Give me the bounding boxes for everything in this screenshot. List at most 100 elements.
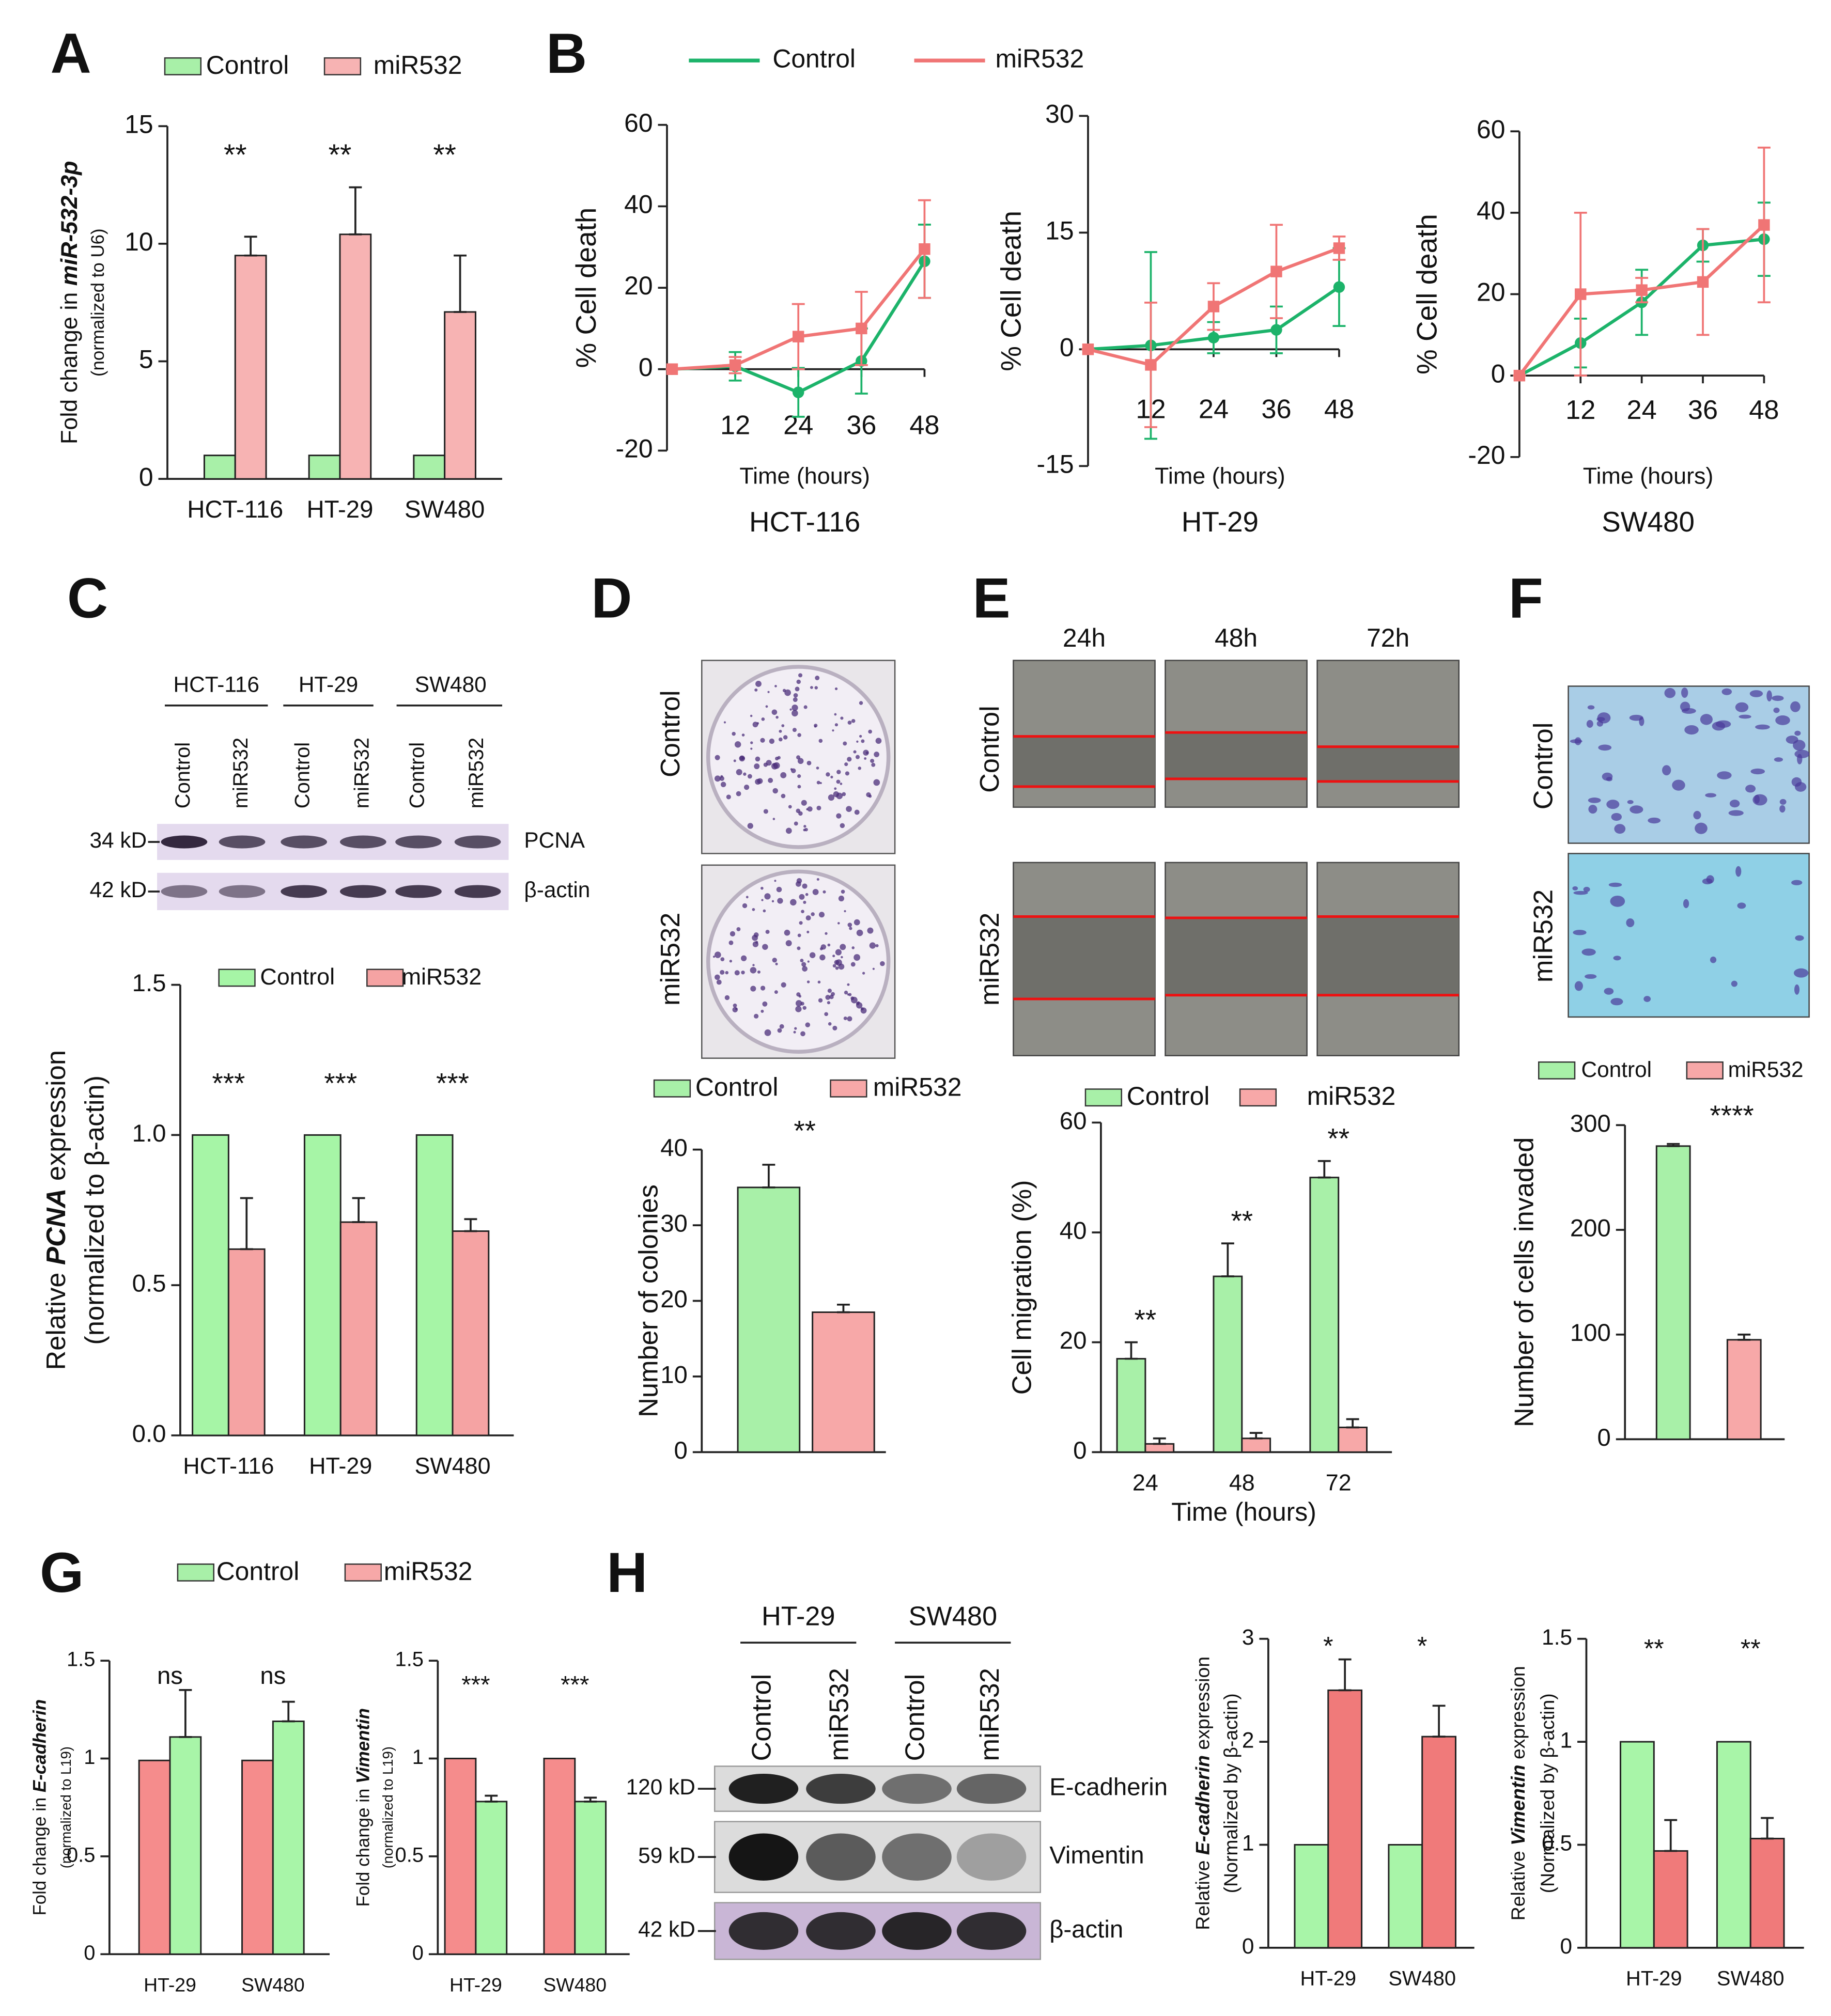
colony bbox=[756, 722, 759, 725]
column-label: 72h bbox=[1367, 623, 1409, 652]
panel-label: H bbox=[607, 1541, 647, 1604]
colony bbox=[836, 779, 841, 784]
colony bbox=[790, 899, 797, 906]
colony bbox=[720, 970, 725, 975]
y-tick-label: 1.5 bbox=[1542, 1625, 1572, 1649]
colony bbox=[859, 734, 862, 738]
y-tick-label: 1.5 bbox=[67, 1648, 95, 1671]
colony bbox=[780, 772, 787, 778]
colony bbox=[850, 962, 856, 967]
x-tick-label: 12 bbox=[720, 411, 750, 441]
colony bbox=[811, 912, 815, 916]
colony bbox=[716, 979, 722, 985]
y-tick-label: 60 bbox=[1060, 1107, 1087, 1135]
colony bbox=[807, 960, 810, 963]
colony bbox=[732, 1007, 738, 1013]
colony bbox=[846, 806, 852, 812]
colony bbox=[816, 767, 819, 770]
colony bbox=[736, 769, 742, 775]
legend-swatch bbox=[323, 57, 362, 75]
y-tick-label: 1 bbox=[84, 1746, 95, 1769]
invaded-cell bbox=[1755, 724, 1770, 730]
point bbox=[1270, 324, 1282, 336]
annotation: * bbox=[1323, 1631, 1333, 1660]
y-tick-label: 0 bbox=[412, 1942, 424, 1964]
invaded-cell bbox=[1794, 730, 1801, 736]
colony bbox=[802, 1006, 806, 1010]
y-tick-label: 20 bbox=[1477, 278, 1505, 307]
blot-group-label: HCT-116 bbox=[174, 673, 259, 697]
colony bbox=[812, 889, 819, 895]
blot-strip bbox=[157, 824, 509, 860]
colony bbox=[747, 774, 752, 779]
y-axis-label: Relative PCNA expression bbox=[41, 1050, 71, 1370]
bar bbox=[1655, 1145, 1691, 1440]
colony bbox=[752, 934, 758, 941]
blot-band bbox=[882, 1912, 952, 1950]
colony bbox=[827, 943, 831, 947]
colony bbox=[764, 893, 771, 900]
invaded-cell bbox=[1749, 690, 1763, 697]
colony bbox=[819, 954, 826, 961]
invaded-cell bbox=[1693, 810, 1701, 820]
lane-label: Control bbox=[406, 742, 429, 809]
invaded-cell bbox=[1629, 714, 1643, 721]
colony bbox=[719, 776, 724, 781]
invaded-cell bbox=[1774, 757, 1783, 762]
colony bbox=[856, 1002, 863, 1009]
y-tick-label: 0 bbox=[1242, 1934, 1254, 1958]
blot-group-label: SW480 bbox=[908, 1602, 997, 1632]
y-tick-label: 2 bbox=[1242, 1728, 1254, 1752]
invaded-cell bbox=[1613, 956, 1621, 961]
colony bbox=[806, 760, 812, 765]
legend-label: Control bbox=[216, 1557, 300, 1586]
colony bbox=[781, 982, 786, 988]
colony bbox=[802, 883, 808, 889]
colony bbox=[856, 929, 863, 936]
bar bbox=[339, 233, 372, 480]
y-axis-label-part: E-cadherin bbox=[1191, 1755, 1213, 1855]
invaded-cell bbox=[1583, 886, 1590, 892]
lane-label: miR532 bbox=[350, 738, 373, 808]
blot-band bbox=[454, 885, 501, 898]
x-tick-label: HT-29 bbox=[449, 1974, 502, 1995]
colony bbox=[720, 782, 726, 788]
colony bbox=[750, 714, 753, 717]
invaded-cell bbox=[1604, 988, 1614, 995]
colony bbox=[832, 955, 835, 958]
legend-swatch bbox=[164, 57, 202, 75]
colony bbox=[774, 880, 777, 882]
legend-swatch bbox=[1686, 1061, 1724, 1080]
bar bbox=[227, 1248, 266, 1436]
bar bbox=[475, 1801, 508, 1955]
colony bbox=[781, 724, 785, 727]
invaded-cell bbox=[1797, 754, 1803, 764]
colony bbox=[797, 733, 801, 737]
colony bbox=[817, 980, 821, 984]
y-tick-label: 20 bbox=[1060, 1327, 1087, 1354]
blot-size: 120 kD bbox=[626, 1775, 695, 1799]
colony bbox=[792, 728, 797, 732]
colony bbox=[715, 974, 720, 980]
bar bbox=[1388, 1843, 1423, 1949]
x-axis-label: Time (hours) bbox=[1155, 463, 1285, 489]
colony bbox=[764, 1029, 771, 1036]
colony bbox=[755, 681, 762, 687]
y-tick-label: 0 bbox=[674, 1437, 688, 1464]
colony bbox=[720, 957, 725, 961]
legend-label: miR532 bbox=[1728, 1057, 1804, 1082]
bar bbox=[1716, 1741, 1751, 1949]
x-tick-label: 24 bbox=[1199, 395, 1229, 425]
colony bbox=[861, 739, 865, 743]
colony bbox=[741, 955, 747, 961]
y-axis-label: % Cell death bbox=[570, 208, 602, 368]
colony bbox=[714, 951, 721, 958]
blot-size: 42 kD bbox=[638, 1917, 695, 1942]
invaded-cell bbox=[1572, 886, 1578, 890]
invaded-cell bbox=[1626, 918, 1635, 927]
colony bbox=[832, 1025, 837, 1030]
invaded-cell bbox=[1573, 930, 1587, 935]
colony bbox=[734, 741, 741, 748]
invaded-cell bbox=[1608, 882, 1622, 887]
colony bbox=[728, 940, 734, 945]
